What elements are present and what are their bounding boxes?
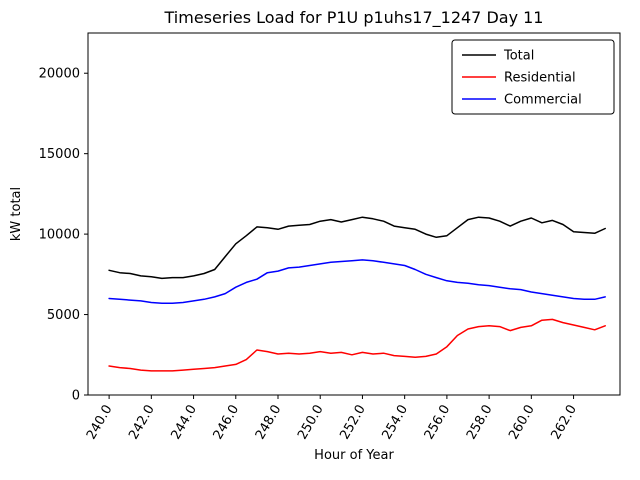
- y-tick-label: 15000: [39, 147, 80, 162]
- legend-label-residential: Residential: [504, 71, 576, 86]
- series-lines: [108, 216, 606, 372]
- series-line-residential: [108, 318, 606, 372]
- legend: Total Residential Commercial: [451, 39, 615, 115]
- plot-border: [87, 32, 621, 396]
- series-line-commercial: [108, 259, 606, 305]
- y-tick-label: 0: [72, 389, 80, 404]
- y-tick-label: 20000: [39, 67, 80, 82]
- series-line-total: [108, 216, 606, 280]
- y-axis-ticks: 0 5000 10000 15000 20000: [39, 67, 88, 404]
- chart-title: Timeseries Load for P1U p1uhs17_1247 Day…: [164, 8, 544, 28]
- y-axis-label: kW total: [9, 187, 24, 241]
- legend-label-commercial: Commercial: [504, 93, 582, 108]
- y-tick-label: 10000: [39, 228, 80, 243]
- legend-box: [451, 39, 615, 115]
- x-axis-label: Hour of Year: [314, 448, 394, 463]
- legend-label-total: Total: [503, 49, 534, 64]
- y-tick-label: 5000: [47, 308, 80, 323]
